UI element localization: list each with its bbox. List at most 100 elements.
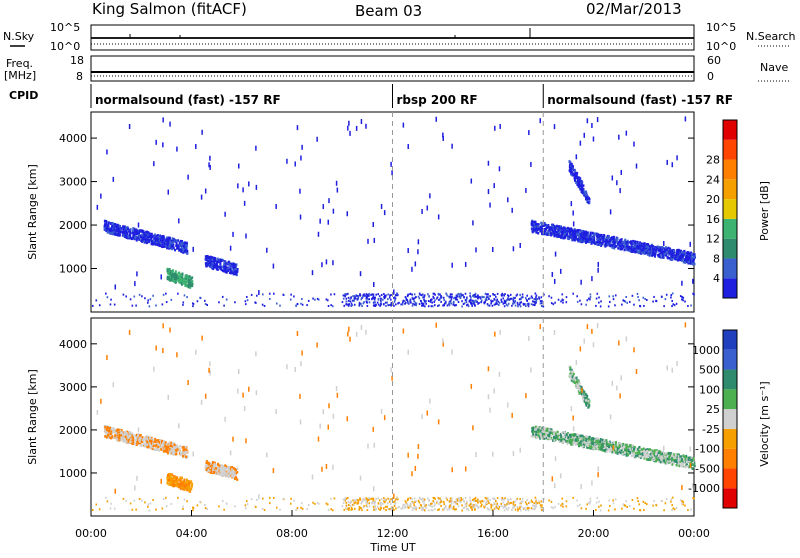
- echo-mark: [300, 156, 302, 161]
- echo-mark: [638, 244, 640, 247]
- echo-mark: [121, 227, 123, 230]
- echo-mark: [125, 295, 127, 297]
- y-tick-label: 1000: [59, 263, 87, 276]
- echo-mark: [585, 198, 587, 201]
- echo-mark: [107, 427, 109, 430]
- echo-mark: [154, 438, 156, 441]
- echo-mark: [147, 302, 149, 304]
- echo-mark: [179, 477, 181, 480]
- echo-mark: [639, 250, 641, 253]
- echo-mark: [128, 236, 130, 239]
- echo-mark: [354, 304, 356, 306]
- echo-mark: [219, 262, 221, 265]
- echo-mark: [184, 275, 186, 278]
- echo-mark: [580, 233, 582, 236]
- echo-mark: [658, 250, 660, 253]
- echo-mark: [535, 296, 537, 298]
- echo-mark: [694, 255, 696, 258]
- echo-mark: [349, 131, 351, 136]
- echo-mark: [475, 300, 477, 302]
- echo-mark: [385, 305, 387, 307]
- echo-mark: [395, 303, 397, 305]
- nsky-label: N.Sky: [3, 30, 35, 43]
- echo-mark: [671, 300, 673, 302]
- echo-mark: [493, 183, 495, 188]
- echo-mark: [602, 242, 604, 245]
- echo-mark: [610, 242, 612, 245]
- echo-mark: [359, 304, 361, 306]
- echo-mark: [411, 294, 413, 296]
- echo-mark: [176, 247, 178, 250]
- echo-mark: [228, 468, 230, 471]
- echo-mark: [110, 303, 112, 305]
- echo-mark: [640, 245, 642, 248]
- echo-mark: [544, 228, 546, 231]
- echo-mark: [489, 203, 491, 208]
- echo-mark: [596, 445, 598, 448]
- echo-mark: [599, 241, 601, 244]
- echo-mark: [666, 294, 668, 296]
- echo-mark: [637, 293, 639, 295]
- echo-mark: [513, 302, 515, 304]
- echo-mark: [353, 300, 355, 302]
- echo-mark: [224, 468, 226, 471]
- echo-mark: [129, 431, 131, 434]
- echo-mark: [114, 233, 116, 236]
- echo-mark: [190, 284, 192, 287]
- echo-mark: [219, 473, 221, 476]
- echo-mark: [317, 298, 319, 300]
- echo-mark: [633, 247, 635, 252]
- echo-mark: [237, 268, 239, 271]
- echo-mark: [579, 300, 581, 302]
- echo-mark: [691, 253, 693, 256]
- echo-mark: [517, 304, 519, 306]
- echo-mark: [605, 244, 607, 247]
- echo-mark: [403, 123, 405, 128]
- echo-mark: [255, 302, 257, 304]
- echo-mark: [135, 305, 137, 307]
- echo-mark: [134, 281, 136, 286]
- echo-mark: [580, 280, 582, 285]
- echo-mark: [312, 298, 314, 300]
- echo-mark: [654, 253, 656, 256]
- echo-mark: [670, 294, 672, 296]
- echo-mark: [665, 298, 667, 300]
- echo-mark: [246, 296, 248, 298]
- echo-mark: [574, 179, 576, 182]
- echo-mark: [396, 293, 398, 295]
- echo-mark: [516, 295, 518, 297]
- freq-unit-label: [MHz]: [4, 69, 36, 82]
- echo-mark: [673, 250, 675, 253]
- echo-mark: [105, 220, 107, 223]
- echo-mark: [661, 296, 663, 298]
- echo-mark: [534, 304, 536, 306]
- echo-mark: [373, 305, 375, 307]
- echo-mark: [633, 304, 635, 306]
- echo-mark: [148, 235, 150, 238]
- echo-mark: [531, 303, 533, 305]
- echo-mark: [207, 255, 209, 258]
- echo-mark: [626, 245, 628, 248]
- echo-mark: [421, 294, 423, 296]
- echo-mark: [383, 303, 385, 305]
- nave-tick-right-top: 60: [707, 54, 721, 67]
- echo-mark: [504, 301, 506, 303]
- echo-mark: [178, 249, 180, 252]
- echo-mark: [692, 279, 694, 284]
- echo-mark: [625, 301, 627, 303]
- echo-mark: [414, 293, 416, 295]
- echo-mark: [576, 154, 578, 159]
- echo-mark: [343, 305, 345, 307]
- echo-mark: [262, 293, 264, 295]
- echo-mark: [158, 449, 160, 452]
- echo-mark: [550, 233, 552, 236]
- echo-mark: [450, 302, 452, 304]
- echo-mark: [519, 243, 521, 248]
- echo-mark: [186, 296, 188, 298]
- echo-mark: [615, 294, 617, 296]
- echo-mark: [575, 236, 577, 239]
- echo-mark: [481, 300, 483, 302]
- echo-mark: [600, 238, 602, 241]
